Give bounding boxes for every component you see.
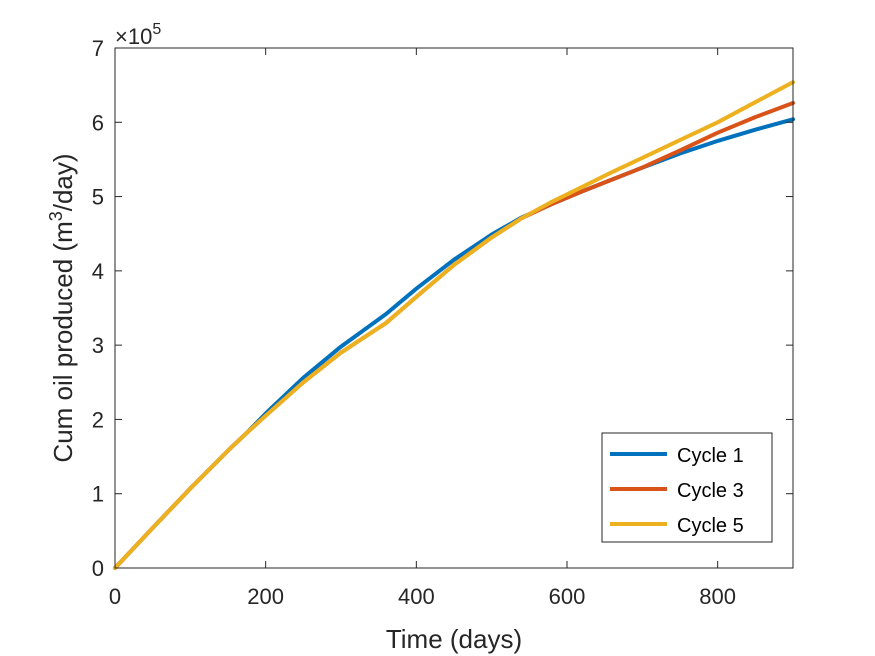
x-tick-label: 200 bbox=[247, 584, 284, 609]
y-tick-label: 1 bbox=[92, 482, 104, 507]
ticks-layer: 0 200 400 600 800 0 1 2 3 4 5 6 7 bbox=[92, 36, 793, 609]
series-layer bbox=[113, 80, 795, 570]
y-tick-label: 3 bbox=[92, 333, 104, 358]
y-axis-title: Cum oil produced (m3/day) bbox=[46, 153, 78, 462]
legend-label-cycle-1: Cycle 1 bbox=[677, 445, 744, 467]
y-tick-label: 2 bbox=[92, 407, 104, 432]
y-tick-label: 5 bbox=[92, 185, 104, 210]
y-exponent-label: ×105 bbox=[115, 21, 161, 49]
plot-frame bbox=[114, 47, 794, 569]
x-tick-label: 0 bbox=[109, 584, 121, 609]
x-tick-label: 800 bbox=[699, 584, 736, 609]
y-tick-label: 0 bbox=[92, 556, 104, 581]
legend-label-cycle-3: Cycle 3 bbox=[677, 480, 744, 502]
x-axis-title: Time (days) bbox=[386, 624, 522, 654]
x-tick-label: 600 bbox=[549, 584, 586, 609]
y-tick-label: 7 bbox=[92, 36, 104, 61]
series-line-cycle-5 bbox=[113, 80, 795, 570]
legend: Cycle 1 Cycle 3 Cycle 5 bbox=[601, 432, 773, 543]
y-tick-label: 6 bbox=[92, 110, 104, 135]
x-tick-label: 400 bbox=[398, 584, 435, 609]
y-tick-label: 4 bbox=[92, 259, 104, 284]
legend-label-cycle-5: Cycle 5 bbox=[677, 515, 744, 537]
